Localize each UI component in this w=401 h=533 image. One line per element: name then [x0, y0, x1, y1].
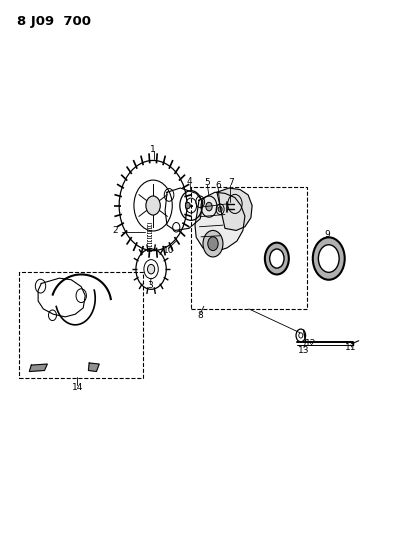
Text: 4: 4	[186, 177, 192, 186]
Text: 3: 3	[147, 280, 152, 289]
Polygon shape	[29, 364, 47, 372]
Text: 12: 12	[304, 339, 316, 348]
Polygon shape	[194, 192, 244, 252]
Text: 11: 11	[344, 343, 356, 352]
Circle shape	[312, 237, 344, 280]
Circle shape	[205, 203, 212, 211]
Text: 2: 2	[112, 226, 117, 235]
Polygon shape	[217, 188, 251, 230]
Text: 6: 6	[215, 181, 221, 190]
Circle shape	[185, 203, 190, 209]
Circle shape	[146, 196, 160, 215]
Text: 9: 9	[324, 230, 329, 239]
Circle shape	[203, 230, 223, 257]
Text: 13: 13	[298, 346, 309, 355]
Text: 14: 14	[71, 383, 83, 392]
Circle shape	[269, 249, 284, 268]
Circle shape	[318, 245, 338, 272]
Circle shape	[264, 243, 288, 274]
Text: 8: 8	[197, 311, 203, 320]
Text: 7: 7	[227, 178, 233, 187]
Text: 1: 1	[150, 146, 156, 155]
Text: 5: 5	[204, 178, 210, 187]
Polygon shape	[88, 363, 99, 372]
Circle shape	[147, 264, 154, 274]
Text: 8 J09  700: 8 J09 700	[17, 14, 91, 28]
Circle shape	[218, 207, 222, 212]
Circle shape	[207, 237, 218, 251]
Text: 10: 10	[162, 246, 174, 255]
